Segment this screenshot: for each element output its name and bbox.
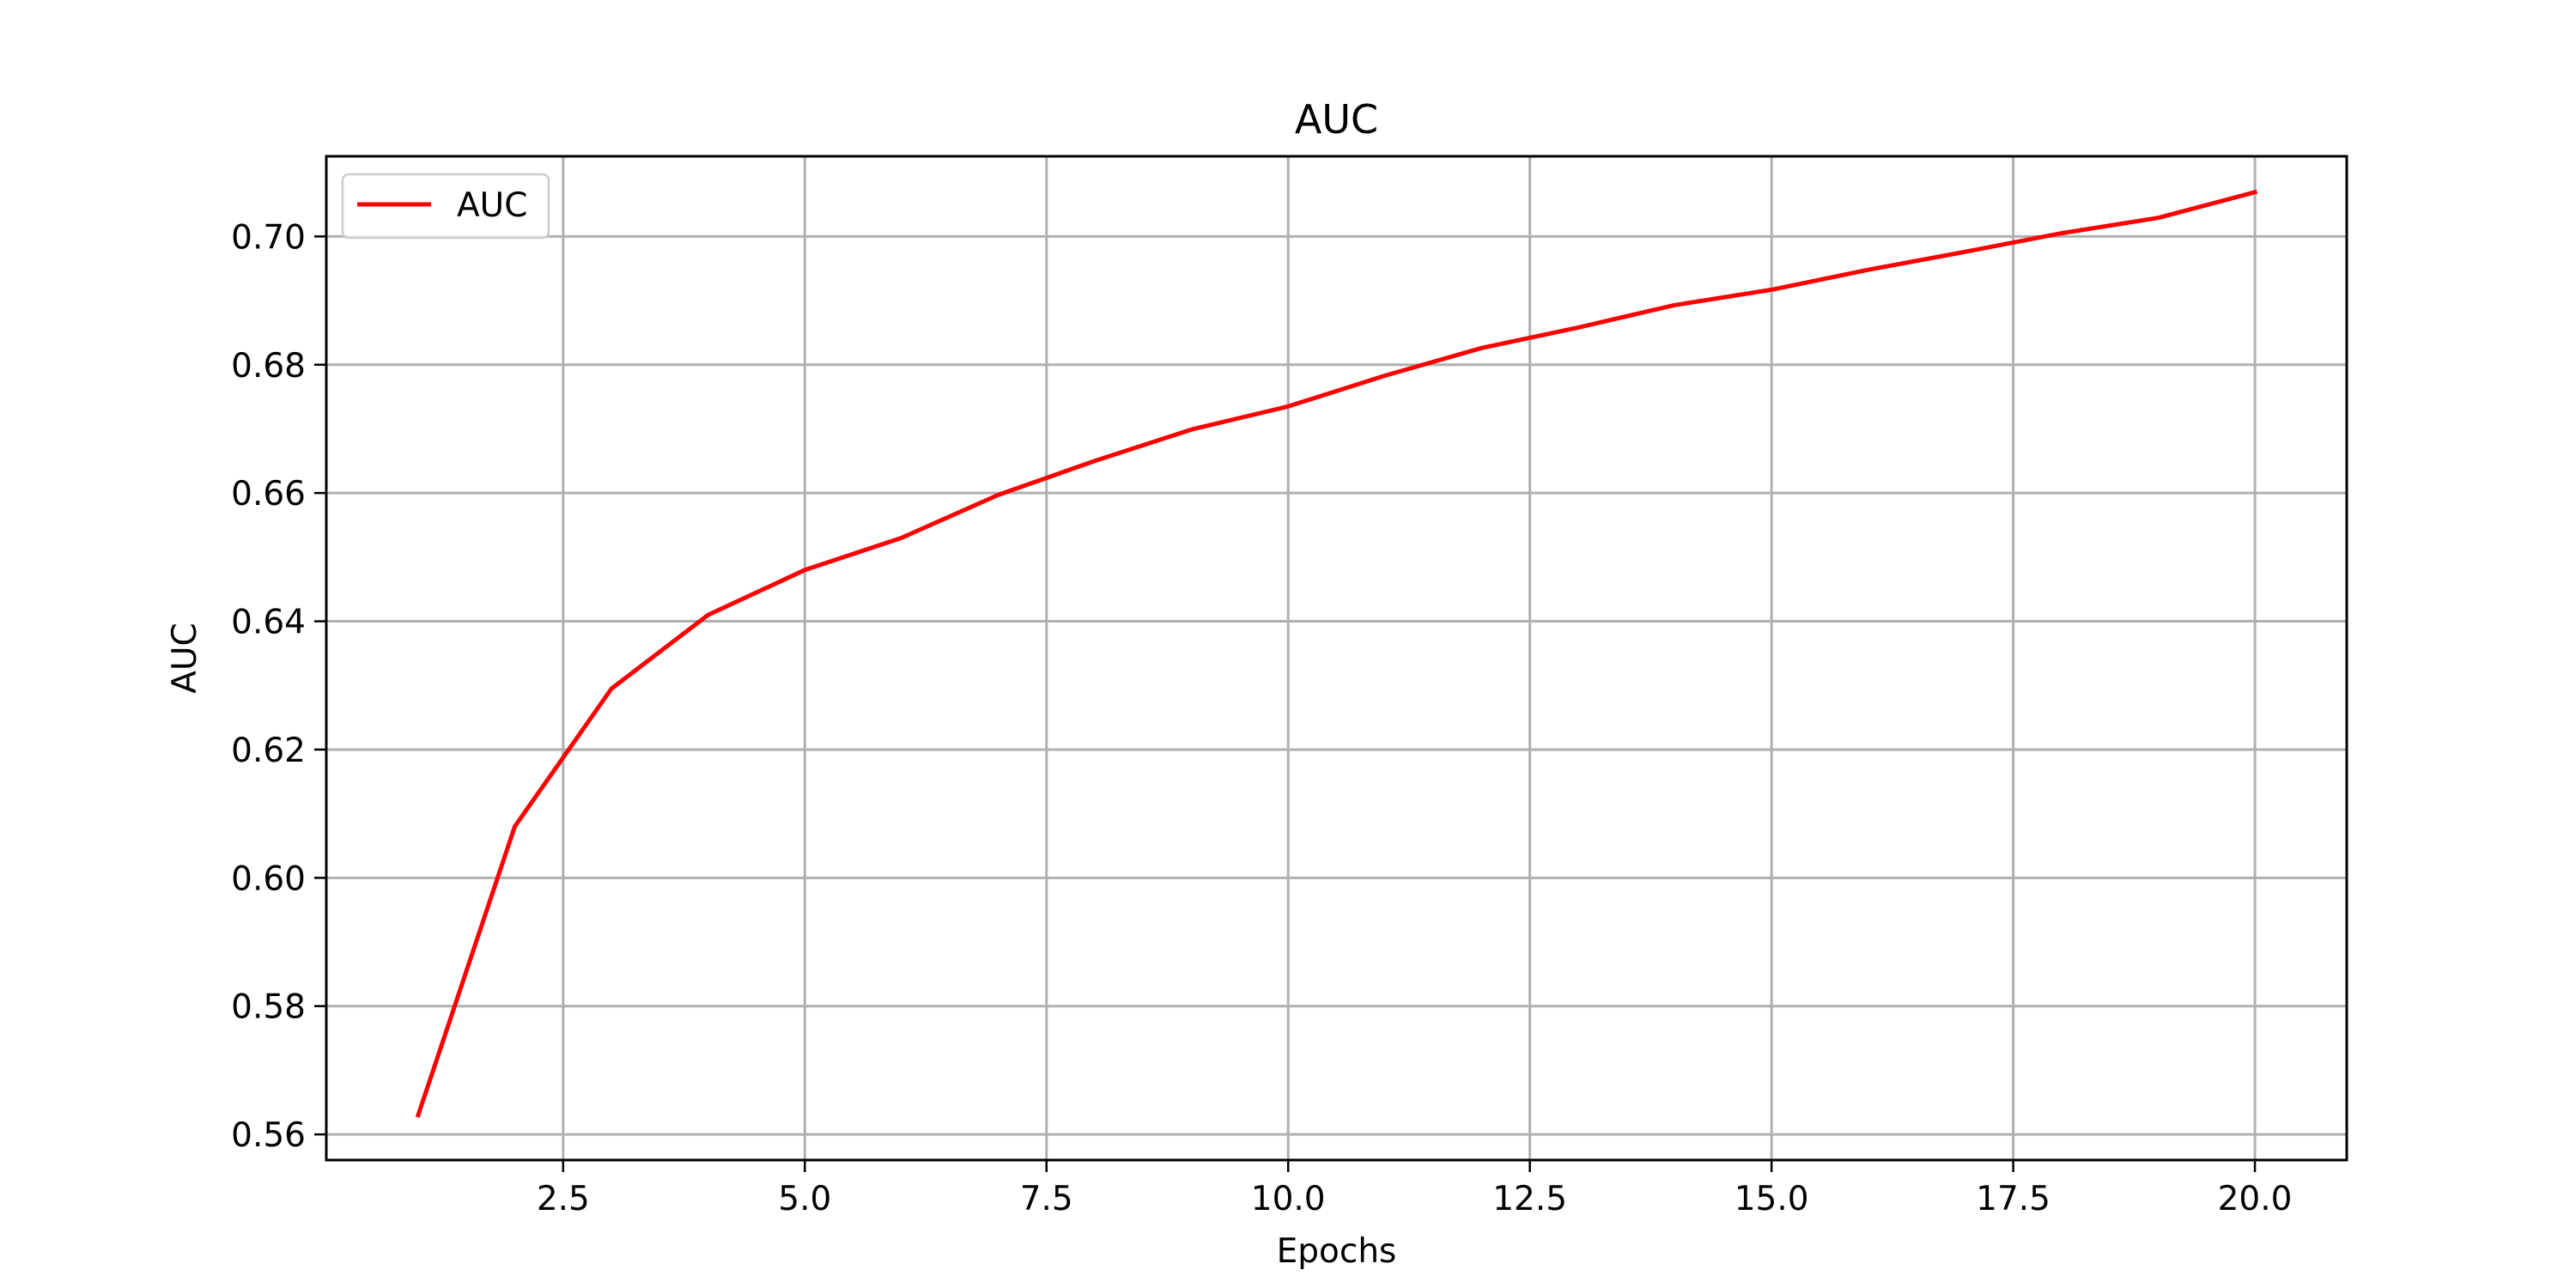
x-axis-label: Epochs <box>1277 1232 1397 1271</box>
axis-ticks: 2.5 5.0 7.5 10.0 12.5 15.0 17.5 20.0 0.56 0.58 0.6… <box>231 218 2292 1218</box>
legend-box <box>341 173 550 240</box>
x-tick-label: 12.5 <box>1492 1180 1567 1218</box>
legend-label-auc: AUC <box>457 186 527 225</box>
x-tick-label: 10.0 <box>1251 1180 1326 1218</box>
y-tick-label: 0.64 <box>231 604 306 642</box>
y-tick-label: 0.68 <box>231 347 306 386</box>
series-line-auc <box>415 189 2258 1118</box>
axes-frame <box>325 155 2348 1162</box>
y-tick-label: 0.58 <box>231 988 306 1027</box>
x-tick-label: 2.5 <box>537 1180 590 1218</box>
chart-title: AUC <box>1295 96 1378 143</box>
x-tick-label: 15.0 <box>1735 1180 1809 1218</box>
y-tick-label: 0.62 <box>231 732 306 770</box>
legend: AUC <box>341 173 550 240</box>
y-tick-label: 0.56 <box>231 1116 306 1155</box>
y-tick-label: 0.60 <box>231 860 306 898</box>
grid <box>326 156 2347 1160</box>
y-tick-label: 0.66 <box>231 475 306 513</box>
x-tick-label: 5.0 <box>778 1180 831 1218</box>
x-tick-label: 17.5 <box>1976 1180 2050 1218</box>
x-tick-label: 7.5 <box>1020 1180 1073 1218</box>
series-layer <box>415 189 2258 1118</box>
x-tick-label: 20.0 <box>2218 1180 2293 1218</box>
y-tick-label: 0.70 <box>231 218 306 257</box>
y-axis-label: AUC <box>166 623 204 693</box>
